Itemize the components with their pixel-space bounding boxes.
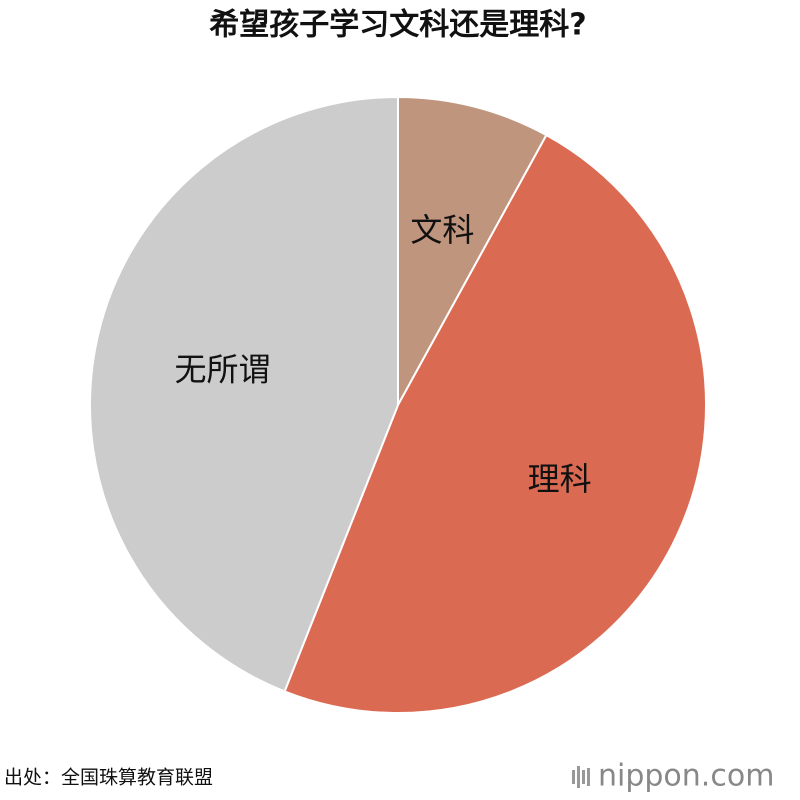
- pie-slice: [89, 95, 399, 693]
- pie-slice: [397, 95, 548, 406]
- chart-title: 希望孩子学习文科还是理科?: [209, 8, 586, 43]
- pie-slice: [283, 133, 707, 714]
- slice-label: 无所谓: [175, 351, 271, 389]
- logo: nippon.com: [598, 759, 774, 794]
- slice-label: 理科: [528, 460, 592, 498]
- slice-label: 文科: [410, 211, 474, 249]
- logo-mark: [572, 766, 590, 788]
- source: 出处：全国珠算教育联盟: [4, 767, 213, 789]
